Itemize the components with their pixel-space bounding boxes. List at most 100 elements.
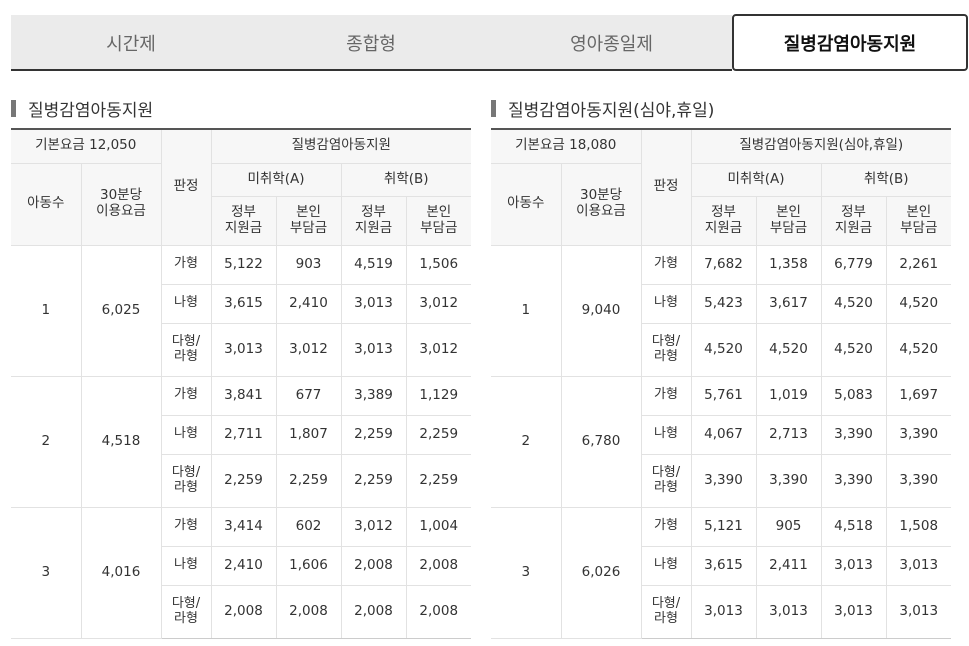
fee-per-30min-header: 30분당 이용요금 — [560, 162, 642, 246]
children-count-cell: 3 — [491, 506, 562, 639]
b-gov-cell: 4,520 — [820, 322, 887, 377]
tab-hourly[interactable]: 시간제 — [106, 34, 156, 55]
a-self-cell: 905 — [755, 506, 822, 547]
a-gov-cell: 3,841 — [210, 375, 277, 416]
children-count-cell: 3 — [11, 506, 82, 639]
school-age-header: 취학(B) — [820, 162, 951, 197]
b-self-cell: 3,012 — [405, 283, 471, 324]
a-self-cell: 2,411 — [755, 545, 822, 586]
a-self-cell: 2,410 — [275, 283, 342, 324]
children-count-cell: 1 — [11, 244, 82, 377]
title-marker-icon — [491, 99, 496, 117]
a-gov-cell: 2,259 — [210, 453, 277, 508]
a-self-cell: 2,259 — [275, 453, 342, 508]
a-gov-cell: 3,013 — [210, 322, 277, 377]
grade-cell: 나형 — [641, 283, 692, 324]
grade-cell: 나형 — [641, 414, 692, 455]
a-gov-cell: 2,711 — [210, 414, 277, 455]
b-self-cell: 1,129 — [405, 375, 471, 416]
a-gov-cell: 4,520 — [690, 322, 757, 377]
grade-cell: 다형/ 라형 — [161, 453, 212, 508]
fee-per-30min-header: 30분당 이용요금 — [80, 162, 162, 246]
a-self-cell: 3,390 — [755, 453, 822, 508]
b-gov-cell: 2,008 — [340, 545, 407, 586]
a-gov-cell: 5,121 — [690, 506, 757, 547]
grade-cell: 가형 — [640, 244, 692, 285]
grade-cell: 가형 — [160, 244, 212, 285]
children-count-cell: 2 — [11, 375, 82, 508]
b-gov-cell: 3,013 — [820, 584, 887, 639]
table-row: 나형 2,410 1,606 2,008 2,008 — [11, 545, 471, 586]
b-self-cell: 2,008 — [405, 584, 471, 639]
a-gov-cell: 2,410 — [210, 545, 277, 586]
a-self-cell: 602 — [275, 506, 342, 547]
table-row: 다형/ 라형 2,259 2,259 2,259 2,259 — [11, 453, 471, 508]
grade-cell: 가형 — [640, 506, 692, 547]
b-self-cell: 3,390 — [885, 453, 951, 508]
children-count-header: 아동수 — [491, 162, 562, 246]
table-row: 나형 3,615 2,410 3,013 3,012 — [11, 283, 471, 324]
fee-cell: 4,016 — [80, 506, 162, 639]
service-group-header: 질병감염아동지원(심야,휴일) — [690, 128, 951, 164]
a-gov-cell: 3,013 — [690, 584, 757, 639]
gov-subsidy-header: 정부 지원금 — [340, 195, 407, 246]
a-self-cell: 3,013 — [755, 584, 822, 639]
b-self-cell: 1,506 — [405, 244, 471, 285]
self-pay-header: 본인 부담금 — [405, 195, 471, 246]
tab-infant-fullday[interactable]: 영아종일제 — [570, 34, 653, 55]
b-gov-cell: 2,008 — [340, 584, 407, 639]
b-self-cell: 1,004 — [405, 506, 471, 547]
tab-sick-child-support[interactable]: 질병감염아동지원 — [732, 14, 968, 71]
grade-cell: 가형 — [160, 506, 212, 547]
b-self-cell: 2,259 — [405, 414, 471, 455]
table-row: 다형/ 라형 4,520 4,520 4,520 4,520 — [491, 322, 951, 377]
grade-cell: 가형 — [160, 375, 212, 416]
tab-bar: 시간제 종합형 영아종일제 질병감염아동지원 — [11, 14, 969, 72]
b-gov-cell: 4,520 — [820, 283, 887, 324]
tab-comprehensive[interactable]: 종합형 — [346, 34, 396, 55]
grade-cell: 다형/ 라형 — [641, 584, 692, 639]
a-self-cell: 3,617 — [755, 283, 822, 324]
b-gov-cell: 3,390 — [820, 453, 887, 508]
a-gov-cell: 3,414 — [210, 506, 277, 547]
base-fee-header: 기본요금 18,080 — [491, 128, 642, 164]
b-self-cell: 3,013 — [885, 545, 951, 586]
b-gov-cell: 5,083 — [820, 375, 887, 416]
children-count-cell: 2 — [491, 375, 562, 508]
a-gov-cell: 5,122 — [210, 244, 277, 285]
children-count-cell: 1 — [491, 244, 562, 377]
self-pay-header: 본인 부담금 — [275, 195, 342, 246]
a-self-cell: 3,012 — [275, 322, 342, 377]
table-row: 2 4,518 가형 3,841 677 3,389 1,129 — [11, 375, 471, 508]
self-pay-header: 본인 부담금 — [755, 195, 822, 246]
a-self-cell: 1,358 — [755, 244, 822, 285]
grade-cell: 다형/ 라형 — [641, 453, 692, 508]
tab-bar-background — [11, 15, 732, 71]
b-self-cell: 4,520 — [885, 283, 951, 324]
b-self-cell: 2,261 — [885, 244, 951, 285]
table-row: 다형/ 라형 3,013 3,013 3,013 3,013 — [491, 584, 951, 639]
b-self-cell: 3,390 — [885, 414, 951, 455]
table-row: 나형 5,423 3,617 4,520 4,520 — [491, 283, 951, 324]
b-gov-cell: 3,013 — [340, 322, 407, 377]
b-gov-cell: 3,390 — [820, 414, 887, 455]
table-row: 다형/ 라형 3,390 3,390 3,390 3,390 — [491, 453, 951, 508]
a-self-cell: 2,713 — [755, 414, 822, 455]
base-fee-header: 기본요금 12,050 — [11, 128, 162, 164]
grade-cell: 나형 — [161, 545, 212, 586]
b-gov-cell: 3,389 — [340, 375, 407, 416]
children-count-header: 아동수 — [11, 162, 82, 246]
section-title-sick-child: 질병감염아동지원 — [11, 97, 153, 121]
table-row: 2 6,780 가형 5,761 1,019 5,083 1,697 — [491, 375, 951, 508]
title-marker-icon — [11, 99, 16, 117]
a-gov-cell: 4,067 — [690, 414, 757, 455]
table-row: 1 6,025 가형 5,122 903 4,519 1,506 — [11, 244, 471, 377]
b-gov-cell: 2,259 — [340, 453, 407, 508]
fee-cell: 6,026 — [560, 506, 642, 639]
table-row: 1 9,040 가형 7,682 1,358 6,779 2,261 — [491, 244, 951, 377]
table-row: 나형 3,615 2,411 3,013 3,013 — [491, 545, 951, 586]
grade-cell: 다형/ 라형 — [641, 322, 692, 377]
a-self-cell: 1,606 — [275, 545, 342, 586]
a-self-cell: 1,019 — [755, 375, 822, 416]
grade-cell: 가형 — [640, 375, 692, 416]
